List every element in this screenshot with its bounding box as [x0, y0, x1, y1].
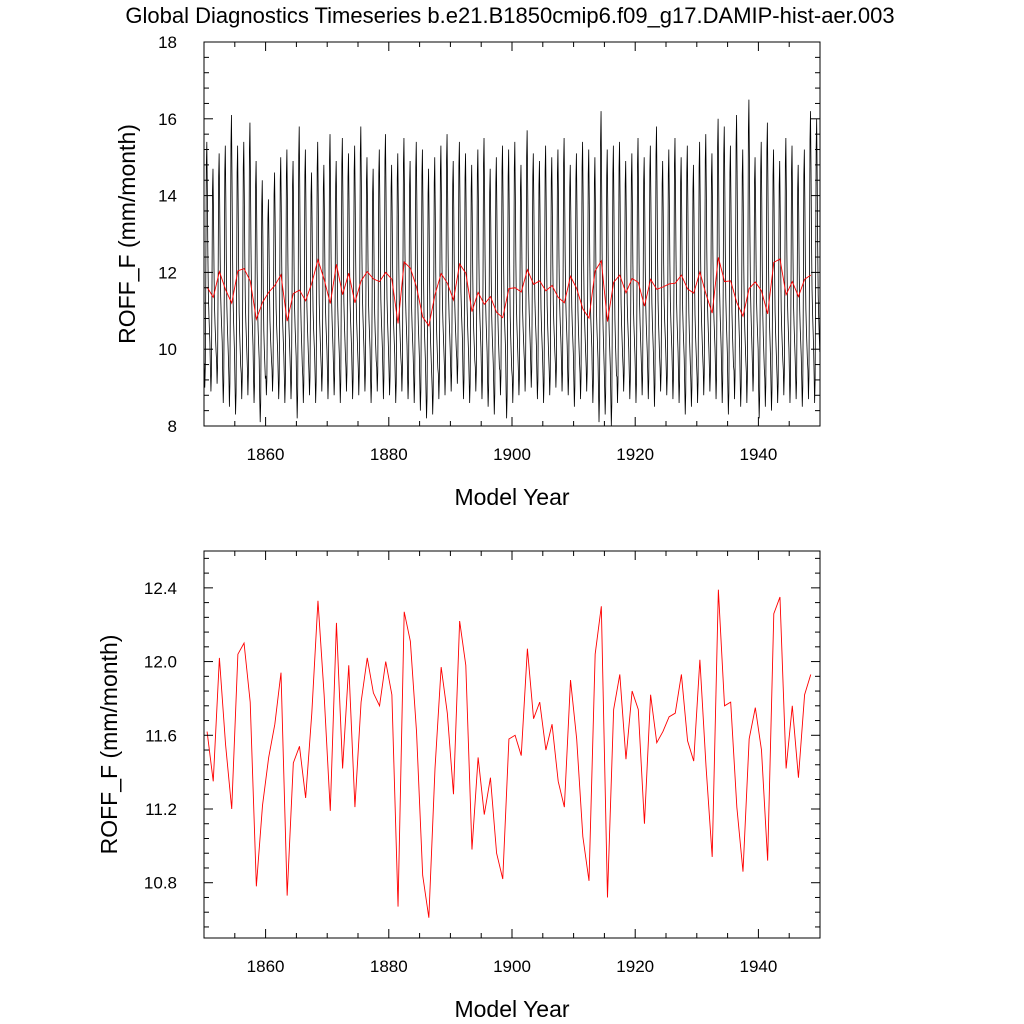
top-x-axis-title: Model Year	[454, 484, 569, 510]
monthly-series-line	[203, 99, 821, 427]
x-tick-label: 1900	[493, 957, 531, 976]
x-tick-label: 1920	[616, 445, 654, 464]
x-tick-label: 1900	[493, 445, 531, 464]
bottom-y-axis-title: ROFF_F (mm/month)	[96, 635, 122, 855]
bottom-axis-ticks	[203, 551, 821, 938]
x-tick-label: 1860	[247, 957, 285, 976]
bottom-plot-frame	[203, 550, 821, 939]
y-tick-label: 10	[158, 340, 177, 359]
bottom-plot-lines	[206, 589, 812, 918]
y-tick-label: 16	[158, 110, 177, 129]
bottom-x-axis-title: Model Year	[454, 996, 569, 1022]
y-tick-label: 12.4	[144, 579, 177, 598]
x-tick-label: 1880	[370, 445, 408, 464]
top-panel: 1860 1880 1900 1920 1940 8 10 12 14 16 18 Model Ye…	[114, 33, 821, 510]
figure-title: Global Diagnostics Timeseries b.e21.B185…	[125, 3, 894, 28]
y-tick-label: 18	[158, 33, 177, 52]
y-tick-label: 14	[158, 187, 177, 206]
x-tick-label: 1880	[370, 957, 408, 976]
x-tick-label: 1940	[739, 445, 777, 464]
y-tick-label: 10.8	[144, 874, 177, 893]
top-y-axis-title: ROFF_F (mm/month)	[114, 124, 140, 344]
annual-series-line	[206, 589, 812, 918]
y-tick-label: 11.6	[145, 726, 177, 745]
top-tick-labels: 1860 1880 1900 1920 1940 8 10 12 14 16 18	[158, 33, 777, 464]
y-tick-label: 12	[158, 263, 177, 282]
x-tick-label: 1920	[616, 957, 654, 976]
bottom-tick-labels: 1860 1880 1900 1920 1940 10.8 11.2 11.6 12.0 12.4	[144, 579, 777, 976]
bottom-panel: 1860 1880 1900 1920 1940 10.8 11.2 11.6 12.0 12.4…	[96, 550, 821, 1022]
y-tick-label: 8	[168, 417, 177, 436]
x-tick-label: 1940	[739, 957, 777, 976]
top-plot-lines	[203, 99, 821, 427]
y-tick-label: 12.0	[144, 653, 177, 672]
y-tick-label: 11.2	[145, 800, 177, 819]
top-axis-ticks	[203, 41, 821, 427]
x-tick-label: 1860	[247, 445, 285, 464]
annual-series-line	[206, 257, 812, 327]
